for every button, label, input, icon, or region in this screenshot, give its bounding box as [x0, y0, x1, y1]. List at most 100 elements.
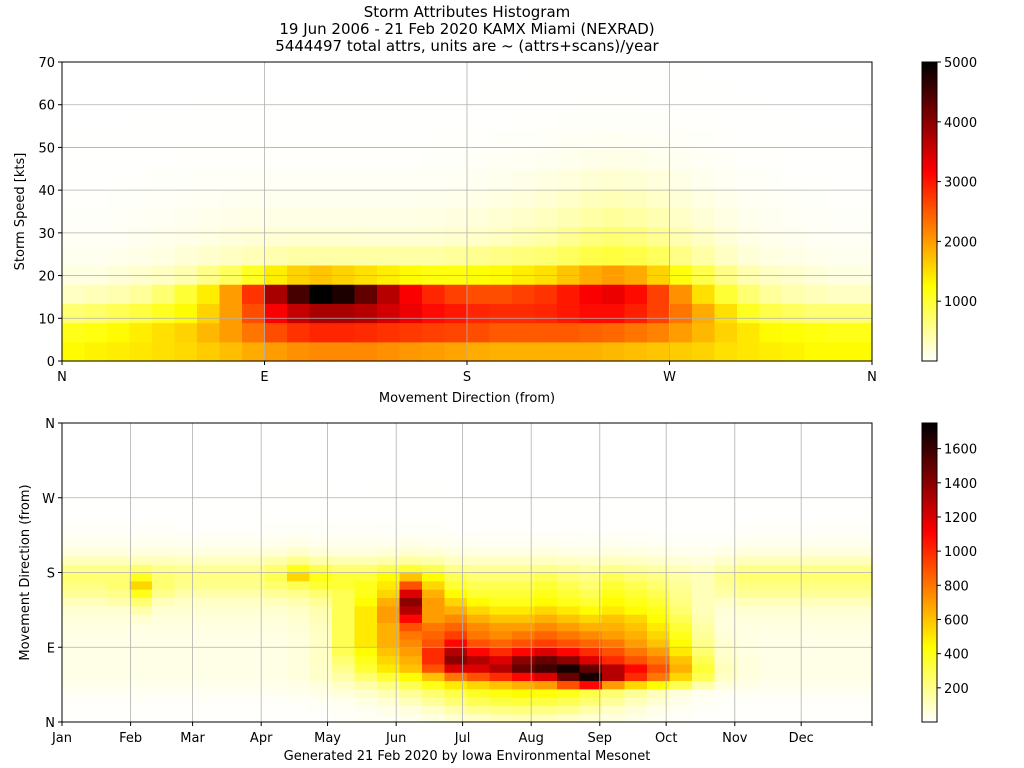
- heatmap-cell: [287, 589, 311, 599]
- heatmap-cell: [422, 572, 446, 582]
- heatmap-cell: [579, 514, 603, 524]
- heatmap-cell: [827, 111, 851, 131]
- heatmap-cell: [152, 481, 176, 491]
- heatmap-cell: [489, 264, 513, 285]
- heatmap-cell: [849, 638, 873, 648]
- heatmap-cell: [692, 168, 716, 189]
- heatmap-cell: [152, 188, 176, 208]
- heatmap-cell: [444, 245, 468, 266]
- colorbar-swatch: [922, 106, 937, 110]
- heatmap-cell: [804, 447, 828, 457]
- heatmap-cell: [242, 630, 266, 640]
- colorbar-swatch: [922, 351, 937, 355]
- y-axis-label: Storm Speed [kts]: [13, 153, 28, 271]
- heatmap-cell: [534, 497, 558, 507]
- heatmap-cell: [647, 547, 671, 557]
- heatmap-cell: [422, 555, 446, 565]
- colorbar-swatch: [922, 124, 937, 128]
- heatmap-cell: [309, 62, 333, 74]
- heatmap-cell: [174, 506, 198, 515]
- heatmap-cell: [512, 72, 536, 93]
- colorbar-swatch: [922, 485, 937, 489]
- heatmap-cell: [489, 245, 513, 266]
- colorbar-swatch: [922, 358, 937, 362]
- heatmap-cell: [714, 423, 738, 432]
- heatmap-cell: [174, 705, 198, 715]
- heatmap-cell: [804, 72, 828, 93]
- colorbar-swatch: [922, 425, 937, 429]
- heatmap-cell: [129, 697, 153, 706]
- heatmap-cell: [512, 489, 536, 499]
- heatmap-cell: [242, 111, 266, 131]
- colorbar-swatch: [922, 662, 937, 666]
- heatmap-cell: [354, 630, 378, 640]
- heatmap-cell: [152, 605, 176, 615]
- colorbar-swatch: [922, 505, 937, 509]
- colorbar-swatch: [922, 268, 937, 272]
- colorbar-swatch: [922, 338, 937, 342]
- heatmap-cell: [647, 638, 671, 648]
- heatmap-cell: [759, 72, 783, 93]
- heatmap-cell: [804, 614, 828, 623]
- heatmap-cell: [152, 655, 176, 665]
- heatmap-cell: [827, 580, 851, 590]
- heatmap-cell: [422, 506, 446, 515]
- colorbar-swatch: [922, 313, 937, 317]
- heatmap-cell: [219, 506, 243, 515]
- x-tick-label: N: [867, 370, 877, 385]
- heatmap-cell: [624, 439, 648, 449]
- colorbar-swatch: [922, 477, 937, 481]
- colorbar-swatch: [922, 510, 937, 514]
- heatmap-cell: [129, 555, 153, 565]
- heatmap-cell: [467, 284, 491, 304]
- heatmap-cell: [354, 62, 378, 74]
- heatmap-cell: [107, 605, 131, 615]
- colorbar-swatch: [922, 79, 937, 83]
- heatmap-cell: [692, 713, 716, 723]
- heatmap-cell: [489, 572, 513, 582]
- heatmap-cell: [624, 547, 648, 557]
- heatmap-cell: [624, 62, 648, 74]
- heatmap-cell: [467, 91, 491, 112]
- heatmap-cell: [152, 589, 176, 599]
- colorbar-swatch: [922, 652, 937, 656]
- x-axis-label: Movement Direction (from): [379, 391, 555, 406]
- heatmap-cell: [62, 589, 86, 599]
- heatmap-cell: [354, 130, 378, 151]
- heatmap-cell: [309, 207, 333, 228]
- heatmap-cell: [759, 130, 783, 151]
- heatmap-cell: [602, 530, 626, 540]
- heatmap-cell: [602, 614, 626, 623]
- heatmap-cell: [197, 506, 221, 515]
- heatmap-cell: [759, 284, 783, 304]
- heatmap-cell: [759, 423, 783, 432]
- heatmap-cell: [332, 62, 356, 74]
- heatmap-cell: [332, 564, 356, 574]
- heatmap-cell: [422, 431, 446, 441]
- heatmap-cell: [534, 149, 558, 170]
- colorbar-swatch: [922, 353, 937, 357]
- heatmap-cell: [197, 647, 221, 657]
- heatmap-cell: [579, 439, 603, 449]
- heatmap-cell: [467, 555, 491, 565]
- colorbar-tick-label: 2000: [944, 235, 977, 250]
- heatmap-cell: [422, 447, 446, 457]
- heatmap-cell: [624, 530, 648, 540]
- heatmap-cell: [399, 168, 423, 189]
- heatmap-cell: [804, 514, 828, 524]
- heatmap-cell: [557, 655, 581, 665]
- heatmap-cell: [579, 264, 603, 285]
- heatmap-cell: [714, 638, 738, 648]
- heatmap-cell: [84, 464, 108, 474]
- heatmap-cell: [197, 456, 221, 466]
- heatmap-cell: [174, 514, 198, 524]
- heatmap-cell: [692, 72, 716, 93]
- heatmap-cell: [152, 506, 176, 515]
- heatmap-cell: [782, 447, 806, 457]
- heatmap-cell: [557, 555, 581, 565]
- heatmap-cell: [422, 672, 446, 682]
- heatmap-cell: [804, 489, 828, 499]
- heatmap-cell: [602, 207, 626, 228]
- heatmap-cell: [197, 547, 221, 557]
- heatmap-cell: [602, 188, 626, 208]
